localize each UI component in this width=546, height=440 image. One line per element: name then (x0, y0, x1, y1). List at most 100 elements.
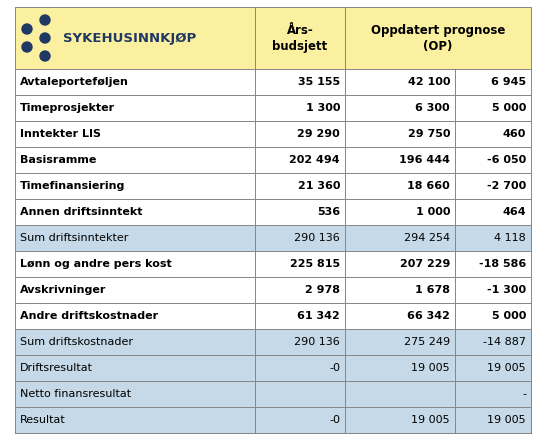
Text: -1 300: -1 300 (487, 285, 526, 295)
Text: 275 249: 275 249 (404, 337, 450, 347)
Text: 196 444: 196 444 (399, 155, 450, 165)
Text: 66 342: 66 342 (407, 311, 450, 321)
Bar (345, 199, 455, 225)
Text: -2 700: -2 700 (486, 181, 526, 191)
Bar (15, 199, 255, 225)
Bar (455, 199, 531, 225)
Circle shape (40, 51, 50, 61)
Bar (15, 147, 255, 173)
Bar (345, 7, 531, 69)
Text: 42 100: 42 100 (407, 77, 450, 87)
Text: -0: -0 (329, 415, 340, 425)
Text: Oppdatert prognose
(OP): Oppdatert prognose (OP) (371, 23, 505, 52)
Bar (15, 173, 255, 199)
Text: 21 360: 21 360 (298, 181, 340, 191)
Text: 19 005: 19 005 (411, 415, 450, 425)
Text: 6 945: 6 945 (491, 77, 526, 87)
Bar (15, 95, 255, 121)
Text: 19 005: 19 005 (411, 363, 450, 373)
Bar (255, 121, 345, 147)
Bar (255, 147, 345, 173)
Text: -14 887: -14 887 (483, 337, 526, 347)
Bar (15, 69, 255, 95)
Bar (345, 225, 455, 251)
Text: Netto finansresultat: Netto finansresultat (20, 389, 131, 399)
Bar (255, 199, 345, 225)
Bar (455, 381, 531, 407)
Bar (255, 381, 345, 407)
Text: -18 586: -18 586 (479, 259, 526, 269)
Bar (345, 173, 455, 199)
Bar (455, 95, 531, 121)
Bar (345, 303, 455, 329)
Bar (455, 147, 531, 173)
Bar (345, 121, 455, 147)
Bar (15, 329, 255, 355)
Bar (345, 251, 455, 277)
Text: Års-
budsjett: Års- budsjett (272, 23, 328, 52)
Bar (15, 407, 255, 433)
Bar (255, 329, 345, 355)
Bar (15, 355, 255, 381)
Text: 294 254: 294 254 (404, 233, 450, 243)
Bar (345, 147, 455, 173)
Bar (255, 69, 345, 95)
Circle shape (40, 33, 50, 43)
Bar (345, 329, 455, 355)
Text: 61 342: 61 342 (297, 311, 340, 321)
Bar (345, 69, 455, 95)
Text: 290 136: 290 136 (294, 337, 340, 347)
Text: Avtaleporteføljen: Avtaleporteføljen (20, 77, 129, 87)
Text: Sum driftsinntekter: Sum driftsinntekter (20, 233, 128, 243)
Text: 460: 460 (503, 129, 526, 139)
Bar (15, 277, 255, 303)
Text: Andre driftskostnader: Andre driftskostnader (20, 311, 158, 321)
Bar (455, 303, 531, 329)
Bar (345, 407, 455, 433)
Bar (255, 95, 345, 121)
Bar (15, 303, 255, 329)
Text: 29 290: 29 290 (297, 129, 340, 139)
Text: 2 978: 2 978 (305, 285, 340, 295)
Text: Basisramme: Basisramme (20, 155, 97, 165)
Bar (255, 251, 345, 277)
Text: 464: 464 (502, 207, 526, 217)
Text: Timefinansiering: Timefinansiering (20, 181, 126, 191)
Text: 202 494: 202 494 (289, 155, 340, 165)
Circle shape (22, 42, 32, 52)
Circle shape (40, 15, 50, 25)
Text: Annen driftsinntekt: Annen driftsinntekt (20, 207, 143, 217)
Text: 5 000: 5 000 (491, 103, 526, 113)
Bar (15, 225, 255, 251)
Text: Sum driftskostnader: Sum driftskostnader (20, 337, 133, 347)
Bar (255, 303, 345, 329)
Text: 536: 536 (317, 207, 340, 217)
Bar (345, 381, 455, 407)
Text: -: - (522, 389, 526, 399)
Text: 29 750: 29 750 (407, 129, 450, 139)
Bar (255, 355, 345, 381)
Text: 290 136: 290 136 (294, 233, 340, 243)
Text: 207 229: 207 229 (400, 259, 450, 269)
Text: 5 000: 5 000 (491, 311, 526, 321)
Bar (15, 121, 255, 147)
Text: Timeprosjekter: Timeprosjekter (20, 103, 115, 113)
Text: 1 000: 1 000 (416, 207, 450, 217)
Text: Resultat: Resultat (20, 415, 66, 425)
Text: 6 300: 6 300 (416, 103, 450, 113)
Text: 225 815: 225 815 (290, 259, 340, 269)
Text: 1 678: 1 678 (415, 285, 450, 295)
Text: 4 118: 4 118 (494, 233, 526, 243)
Text: 19 005: 19 005 (488, 363, 526, 373)
Text: Lønn og andre pers kost: Lønn og andre pers kost (20, 259, 172, 269)
Bar (455, 277, 531, 303)
Bar (345, 355, 455, 381)
Bar (255, 277, 345, 303)
Bar (455, 69, 531, 95)
Bar (255, 407, 345, 433)
Text: 18 660: 18 660 (407, 181, 450, 191)
Text: Avskrivninger: Avskrivninger (20, 285, 106, 295)
Bar (455, 329, 531, 355)
Bar (455, 407, 531, 433)
Bar (15, 7, 255, 69)
